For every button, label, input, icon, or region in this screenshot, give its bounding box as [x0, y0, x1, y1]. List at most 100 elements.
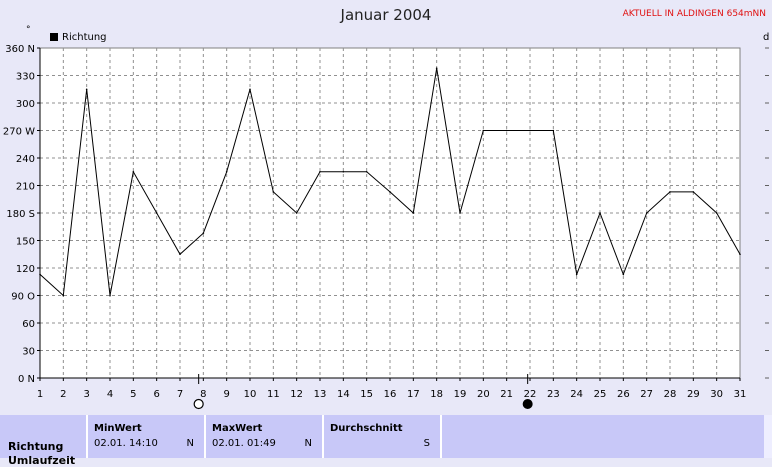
data-point [412, 212, 415, 214]
data-point [552, 129, 555, 132]
x-tick-label: 21 [500, 389, 513, 400]
avg-dir: S [423, 438, 430, 449]
data-point [319, 170, 321, 173]
y-tick-label: 330 [16, 72, 35, 83]
x-tick-label: 3 [83, 389, 89, 400]
data-point [575, 273, 578, 276]
row-label-cell: Richtung Umlaufzeit [0, 415, 88, 467]
x-tick-label: 29 [687, 389, 700, 400]
x-tick-label: 17 [407, 389, 420, 400]
data-point [529, 129, 531, 132]
data-point [272, 191, 275, 193]
data-point [62, 294, 65, 297]
x-tick-label: 28 [664, 389, 677, 400]
data-point [179, 253, 181, 256]
full-moon-icon [193, 398, 204, 410]
station-label: AKTUELL IN ALDINGEN 654mNN [622, 9, 766, 19]
x-tick-label: 27 [640, 389, 653, 400]
x-tick-label: 16 [384, 389, 397, 400]
data-point [599, 212, 601, 214]
legend-label: Richtung [62, 32, 107, 43]
legend-swatch [50, 33, 58, 41]
data-point [225, 170, 228, 173]
y-tick-label: 300 [16, 99, 35, 110]
max-cell: MaxWert 02.01. 01:49 N [206, 415, 324, 458]
data-point [505, 129, 508, 132]
x-tick-label: 15 [360, 389, 373, 400]
data-point [435, 67, 438, 69]
stats-table: Richtung Umlaufzeit MinWert 02.01. 14:10… [0, 415, 772, 467]
data-point [85, 88, 88, 91]
y-tick-label: 360 N [5, 44, 35, 55]
min-cell: MinWert 02.01. 14:10 N [88, 415, 206, 458]
y-tick-label: 240 [16, 154, 35, 165]
x-tick-label: 12 [290, 389, 303, 400]
chart-title: Januar 2004 [340, 6, 432, 24]
data-point [109, 294, 111, 297]
x-tick-label: 25 [594, 389, 607, 400]
x-tick-label: 14 [337, 389, 350, 400]
legend: Richtung [50, 32, 107, 43]
row-label: Richtung [8, 440, 64, 453]
x-tick-label: 26 [617, 389, 630, 400]
avg-cell: Durchschnitt S [324, 415, 442, 458]
data-point [669, 191, 671, 193]
right-axis-label: d [763, 32, 770, 43]
data-point [389, 191, 391, 193]
data-point [622, 273, 625, 276]
data-point [249, 88, 251, 91]
y-tick-label: 0 N [18, 374, 35, 385]
y-tick-label: 30 [22, 347, 35, 358]
x-tick-label: 18 [430, 389, 443, 400]
x-tick-label: 1 [37, 389, 43, 400]
y-tick-label: 120 [16, 264, 35, 275]
max-dir: N [304, 438, 312, 449]
min-header: MinWert [94, 423, 142, 434]
x-tick-label: 8 [200, 389, 206, 400]
max-value: 02.01. 01:49 [212, 438, 276, 449]
data-point [342, 170, 345, 173]
x-tick-label: 20 [477, 389, 490, 400]
data-point [132, 170, 135, 173]
x-tick-label: 5 [130, 389, 136, 400]
degree-unit-label: ° [26, 25, 31, 35]
data-point [295, 212, 298, 214]
x-tick-label: 6 [153, 389, 159, 400]
x-tick-label: 13 [314, 389, 327, 400]
y-tick-label: 150 [16, 237, 35, 248]
new-moon-icon [522, 399, 533, 409]
data-point [482, 129, 485, 132]
y-tick-label: 180 S [6, 209, 35, 220]
x-tick-label: 31 [734, 389, 747, 400]
data-point [459, 212, 461, 214]
y-tick-label: 270 W [3, 127, 35, 138]
data-point [739, 253, 741, 256]
x-tick-label: 24 [570, 389, 583, 400]
data-point [39, 273, 41, 276]
empty-cell [442, 415, 764, 458]
data-point [365, 170, 368, 173]
x-tick-label: 23 [547, 389, 560, 400]
data-point [692, 191, 695, 193]
avg-header: Durchschnitt [330, 423, 403, 434]
x-tick-label: 2 [60, 389, 66, 400]
x-tick-label: 22 [524, 389, 537, 400]
row-label-next: Umlaufzeit [8, 454, 76, 467]
data-point [155, 212, 158, 214]
x-tick-label: 4 [107, 389, 113, 400]
min-value: 02.01. 14:10 [94, 438, 158, 449]
x-tick-label: 10 [244, 389, 257, 400]
y-tick-label: 60 [22, 319, 35, 330]
data-point [202, 232, 205, 234]
data-point [715, 212, 718, 214]
data-point [645, 212, 648, 214]
min-dir: N [186, 438, 194, 449]
x-tick-label: 7 [177, 389, 183, 400]
y-tick-label: 90 O [11, 292, 35, 303]
x-tick-label: 11 [267, 389, 280, 400]
y-tick-label: 210 [16, 182, 35, 193]
x-tick-label: 9 [223, 389, 229, 400]
x-tick-label: 30 [710, 389, 723, 400]
x-tick-label: 19 [454, 389, 467, 400]
